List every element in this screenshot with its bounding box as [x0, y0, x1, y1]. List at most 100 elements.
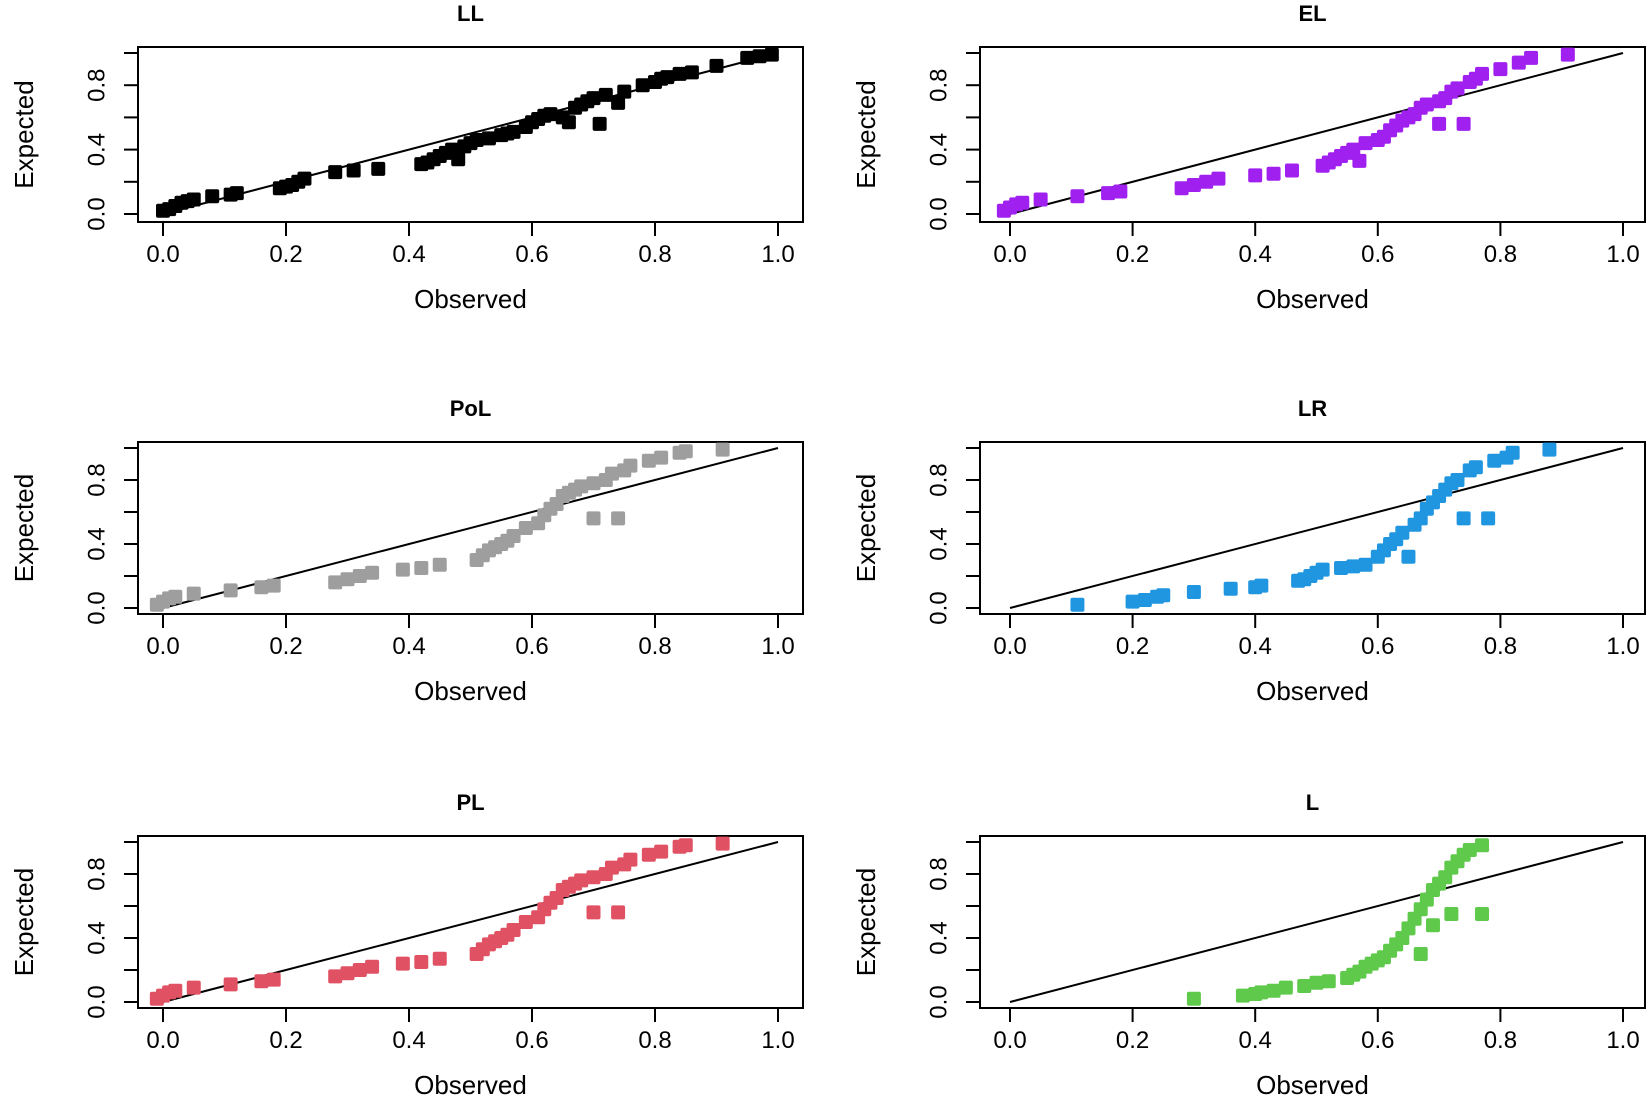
x-tick-label: 0.0: [146, 1027, 179, 1054]
data-point: [432, 951, 447, 966]
y-tick-label: 0.8: [925, 857, 952, 890]
data-point: [1511, 55, 1526, 70]
data-point: [1015, 195, 1030, 210]
panel-title: LL: [457, 1, 484, 26]
data-point: [611, 905, 626, 920]
data-point: [340, 966, 355, 981]
data-point: [654, 844, 669, 859]
y-axis-label: Expected: [9, 474, 39, 582]
y-tick-label: 0.8: [83, 69, 110, 102]
data-point: [617, 84, 632, 99]
plot-frame: [979, 441, 1646, 615]
x-tick-label: 1.0: [761, 1027, 794, 1054]
data-point: [604, 466, 619, 481]
data-point: [1070, 597, 1085, 612]
data-point: [641, 847, 656, 862]
y-tick-label: 0.8: [83, 463, 110, 496]
data-point: [1468, 460, 1483, 475]
data-point: [414, 561, 429, 575]
data-point: [1395, 525, 1410, 540]
x-tick-label: 0.8: [638, 633, 671, 660]
data-point: [1297, 979, 1312, 993]
panel-lr: LR 0.0 0.4 0.8 0.0 0.2 0.4 0.6 0.8 1.0 Observed Exp…: [851, 396, 1646, 706]
panel-title: L: [1306, 790, 1319, 815]
data-point: [1444, 907, 1459, 921]
data-point: [168, 589, 183, 604]
data-point: [352, 963, 367, 977]
x-tick-label: 1.0: [761, 241, 794, 268]
data-point: [395, 956, 410, 971]
data-point: [1346, 142, 1361, 157]
data-point: [506, 529, 521, 543]
y-tick-label: 0.0: [925, 197, 952, 230]
data-point: [1425, 918, 1440, 933]
plot-frame: [979, 46, 1646, 223]
data-point: [1450, 81, 1465, 96]
data-point: [1223, 581, 1238, 596]
y-tick-label: 0.0: [83, 591, 110, 624]
data-point: [574, 479, 589, 494]
panel-el: EL 0.0 0.4 0.8 0.0 0.2 0.4 0.6 0.8 1.0 Observed Exp…: [851, 1, 1646, 314]
data-point: [586, 511, 601, 526]
data-point: [1475, 907, 1490, 921]
data-point: [715, 442, 730, 457]
data-point: [1309, 975, 1324, 990]
data-point: [1033, 192, 1048, 207]
data-point: [678, 838, 693, 853]
data-point: [1401, 549, 1416, 564]
x-tick-label: 0.0: [146, 633, 179, 660]
data-point: [328, 969, 343, 984]
data-point: [574, 873, 589, 888]
data-point: [586, 870, 601, 885]
data-point: [451, 152, 466, 167]
data-point: [1186, 585, 1201, 599]
data-point: [586, 91, 601, 106]
x-axis-label: Observed: [1256, 1070, 1369, 1100]
x-tick-label: 0.6: [1361, 1027, 1394, 1054]
data-point: [395, 562, 410, 577]
data-point: [414, 955, 429, 969]
data-point: [1321, 974, 1336, 989]
data-point: [709, 58, 724, 73]
panel-title: PoL: [450, 396, 492, 421]
data-point: [586, 476, 601, 491]
data-point: [186, 980, 201, 995]
y-tick-label: 0.4: [83, 921, 110, 954]
data-point: [764, 47, 779, 62]
y-tick-label: 0.4: [925, 133, 952, 166]
x-tick-label: 0.4: [1239, 1027, 1272, 1054]
data-point: [1070, 189, 1085, 204]
data-point: [1174, 181, 1189, 196]
data-point: [1186, 991, 1201, 1006]
y-axis-label: Expected: [851, 868, 881, 976]
data-point: [266, 578, 281, 593]
data-point: [1352, 153, 1367, 168]
data-point: [1199, 174, 1214, 189]
panel-title: LR: [1298, 396, 1327, 421]
x-tick-label: 0.2: [269, 1027, 302, 1054]
data-point: [1475, 66, 1490, 81]
data-point: [481, 131, 496, 146]
panel-pl: PL 0.0 0.4 0.8 0.0 0.2 0.4 0.6 0.8 1.0 Observed Exp…: [9, 790, 804, 1100]
x-tick-label: 0.6: [515, 633, 548, 660]
data-point: [684, 65, 699, 80]
y-tick-label: 0.8: [925, 69, 952, 102]
data-point: [1346, 559, 1361, 574]
y-axis-label: Expected: [9, 80, 39, 188]
data-point: [1475, 838, 1490, 853]
y-axis-label: Expected: [851, 80, 881, 188]
panel-title: PL: [456, 790, 484, 815]
y-tick-label: 0.8: [925, 463, 952, 496]
data-point: [752, 49, 767, 64]
data-point: [740, 50, 755, 65]
x-tick-label: 0.8: [1484, 241, 1517, 268]
x-tick-label: 0.8: [1484, 1027, 1517, 1054]
x-tick-label: 0.2: [269, 633, 302, 660]
x-tick-label: 0.0: [993, 241, 1026, 268]
x-tick-label: 1.0: [1606, 633, 1639, 660]
data-point: [1284, 163, 1299, 178]
data-point: [1278, 980, 1293, 995]
reference-line: [1009, 447, 1624, 609]
x-axis-label: Observed: [414, 676, 527, 706]
data-point: [1113, 184, 1128, 199]
